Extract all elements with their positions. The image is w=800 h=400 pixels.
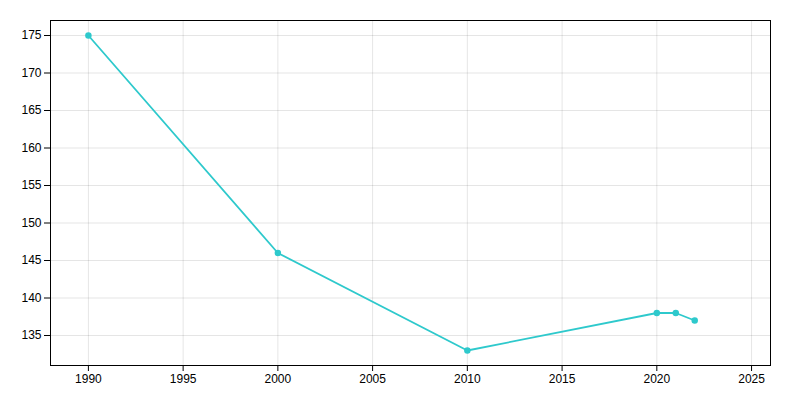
- svg-text:145: 145: [21, 253, 41, 267]
- svg-text:165: 165: [21, 103, 41, 117]
- svg-text:160: 160: [21, 141, 41, 155]
- svg-text:140: 140: [21, 291, 41, 305]
- svg-text:1995: 1995: [170, 372, 197, 386]
- svg-text:150: 150: [21, 216, 41, 230]
- svg-text:1990: 1990: [75, 372, 102, 386]
- svg-text:170: 170: [21, 66, 41, 80]
- svg-text:2005: 2005: [359, 372, 386, 386]
- svg-text:2010: 2010: [454, 372, 481, 386]
- svg-text:155: 155: [21, 178, 41, 192]
- svg-text:2000: 2000: [265, 372, 292, 386]
- svg-text:2025: 2025: [738, 372, 765, 386]
- svg-text:175: 175: [21, 28, 41, 42]
- svg-text:135: 135: [21, 328, 41, 342]
- svg-text:2020: 2020: [643, 372, 670, 386]
- svg-text:2015: 2015: [549, 372, 576, 386]
